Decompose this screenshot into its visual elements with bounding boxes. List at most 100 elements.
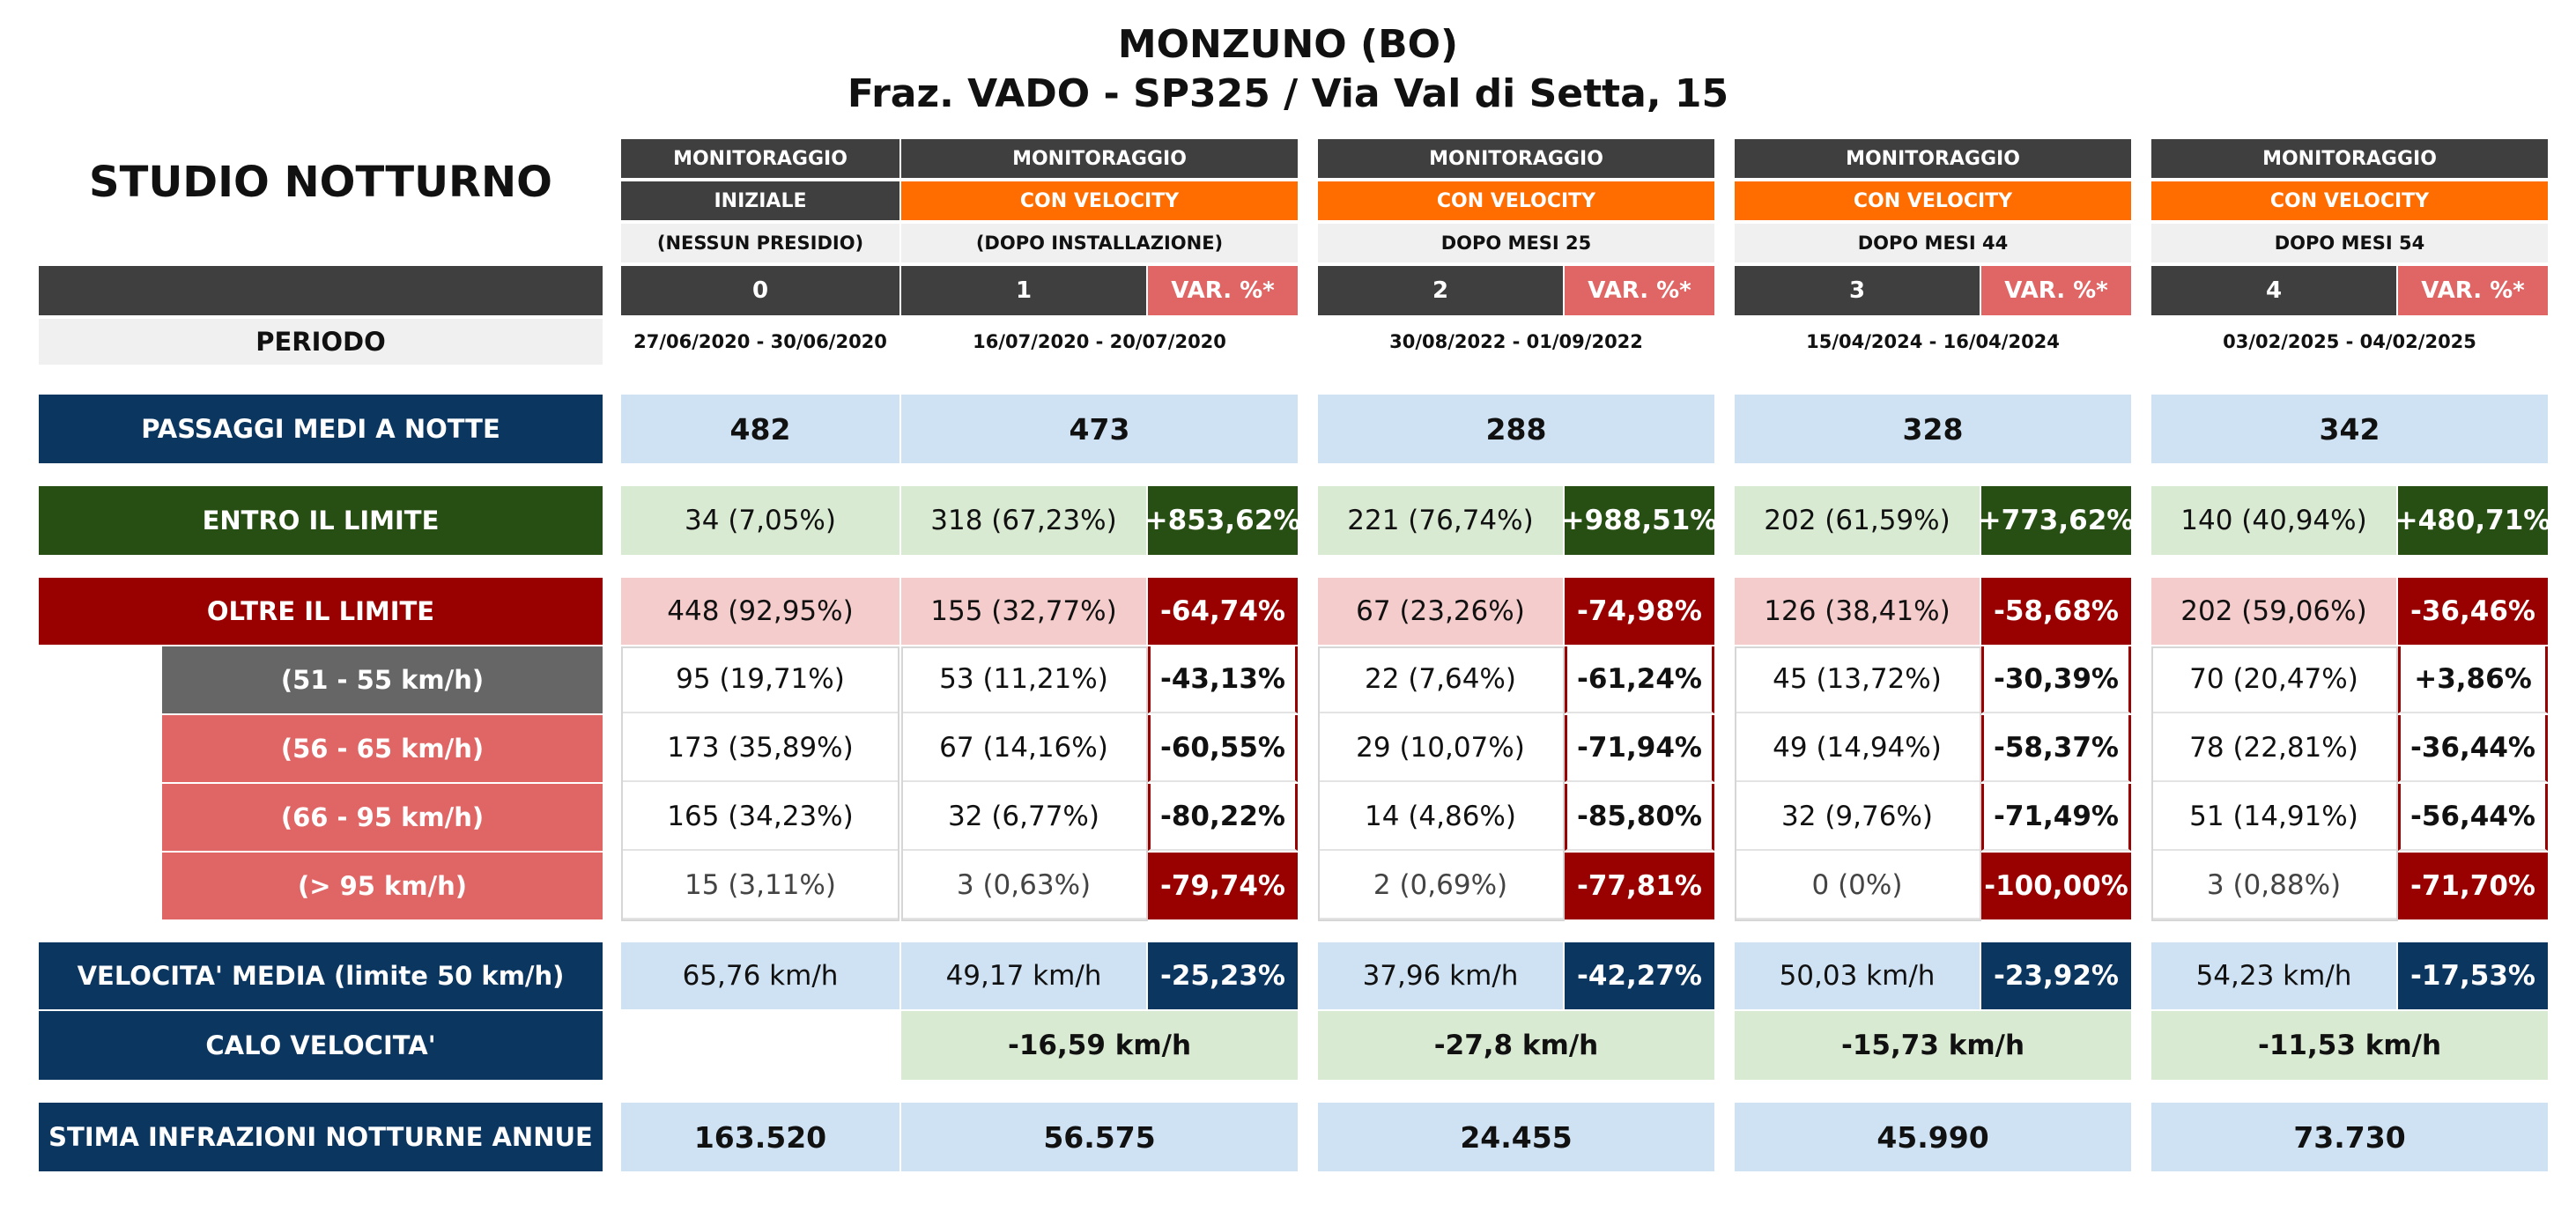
col3-periodo: 15/04/2024 - 16/04/2024: [1806, 331, 2060, 352]
col4-band3-var: -56,44%: [2398, 784, 2548, 851]
col4-band4: 3 (0,88%): [2151, 853, 2396, 919]
col0-entro: 34 (7,05%): [621, 486, 899, 555]
page-title: MONZUNO (BO): [1117, 21, 1459, 67]
col4-velocita: 54,23 km/h: [2151, 942, 2396, 1009]
col1-band3-var: -80,22%: [1148, 784, 1298, 851]
col4-monitoraggio: MONITORAGGIO: [2151, 139, 2548, 178]
col2-velocita: 37,96 km/h: [1318, 942, 1563, 1009]
col3-nota: DOPO MESI 44: [1735, 224, 2131, 262]
col1-oltre: 155 (32,77%): [901, 578, 1146, 645]
label-band-51-55: (51 - 55 km/h): [162, 646, 603, 713]
col2-entro-var: +988,51%: [1562, 486, 1717, 555]
col3-passaggi: 328: [1735, 395, 2131, 463]
col0-stima: 163.520: [621, 1103, 899, 1171]
col3-band3: 32 (9,76%): [1735, 784, 1980, 851]
col4-oltre-var: -36,46%: [2398, 578, 2548, 645]
col2-band1: 22 (7,64%): [1318, 646, 1563, 713]
col0-velocita: 65,76 km/h: [621, 942, 899, 1009]
col1-entro-var: +853,62%: [1145, 486, 1300, 555]
col3-numero: 3: [1735, 266, 1980, 315]
col4-numero: 4: [2151, 266, 2396, 315]
col2-oltre-var: -74,98%: [1565, 578, 1714, 645]
col2-nota: DOPO MESI 25: [1318, 224, 1714, 262]
col1-band1-var: -43,13%: [1148, 646, 1298, 713]
col0-oltre: 448 (92,95%): [621, 578, 899, 645]
col3-band1: 45 (13,72%): [1735, 646, 1980, 713]
col0-periodo: 27/06/2020 - 30/06/2020: [633, 331, 887, 352]
col2-stima: 24.455: [1318, 1103, 1714, 1171]
col1-entro: 318 (67,23%): [901, 486, 1146, 555]
col4-stima: 73.730: [2151, 1103, 2548, 1171]
col1-band2: 67 (14,16%): [901, 715, 1146, 782]
col4-entro-var: +480,71%: [2395, 486, 2550, 555]
col4-nota: DOPO MESI 54: [2151, 224, 2548, 262]
col2-band3: 14 (4,86%): [1318, 784, 1563, 851]
col2-monitoraggio: MONITORAGGIO: [1318, 139, 1714, 178]
col3-tipo: CON VELOCITY: [1735, 181, 2131, 220]
label-velocita-media: VELOCITA' MEDIA (limite 50 km/h): [39, 942, 603, 1009]
col3-monitoraggio: MONITORAGGIO: [1735, 139, 2131, 178]
col3-velocita-var: -23,92%: [1981, 942, 2131, 1009]
col1-periodo: 16/07/2020 - 20/07/2020: [973, 331, 1226, 352]
label-band-56-65: (56 - 65 km/h): [162, 715, 603, 782]
col3-band4-var: -100,00%: [1981, 853, 2131, 919]
col3-calo: -15,73 km/h: [1735, 1011, 2131, 1080]
col2-band2-var: -71,94%: [1565, 715, 1714, 782]
col0-monitoraggio: MONITORAGGIO: [621, 139, 899, 178]
col1-band3: 32 (6,77%): [901, 784, 1146, 851]
col1-calo: -16,59 km/h: [901, 1011, 1298, 1080]
col3-oltre: 126 (38,41%): [1735, 578, 1980, 645]
col1-passaggi: 473: [901, 395, 1298, 463]
col2-band4: 2 (0,69%): [1318, 853, 1563, 919]
label-oltre-limite: OLTRE IL LIMITE: [39, 578, 603, 645]
col0-band1: 95 (19,71%): [621, 646, 899, 713]
col3-stima: 45.990: [1735, 1103, 2131, 1171]
col3-band2: 49 (14,94%): [1735, 715, 1980, 782]
col1-monitoraggio: MONITORAGGIO: [901, 139, 1298, 178]
col0-band3: 165 (34,23%): [621, 784, 899, 851]
col2-band3-var: -85,80%: [1565, 784, 1714, 851]
col2-band1-var: -61,24%: [1565, 646, 1714, 713]
col4-passaggi: 342: [2151, 395, 2548, 463]
col0-tipo: INIZIALE: [621, 181, 899, 220]
col4-band1-var: +3,86%: [2398, 646, 2548, 713]
col1-band4: 3 (0,63%): [901, 853, 1146, 919]
col4-periodo: 03/02/2025 - 04/02/2025: [2223, 331, 2476, 352]
col3-band2-var: -58,37%: [1981, 715, 2131, 782]
col1-numero: 1: [901, 266, 1146, 315]
col0-nota: (NESSUN PRESIDIO): [621, 224, 899, 262]
col4-band2: 78 (22,81%): [2151, 715, 2396, 782]
col4-band4-var: -71,70%: [2398, 853, 2548, 919]
col1-band4-var: -79,74%: [1148, 853, 1298, 919]
col3-band1-var: -30,39%: [1981, 646, 2131, 713]
label-entro-limite: ENTRO IL LIMITE: [39, 486, 603, 555]
col2-periodo: 30/08/2022 - 01/09/2022: [1389, 331, 1643, 352]
col3-entro: 202 (61,59%): [1735, 486, 1980, 555]
col4-band1: 70 (20,47%): [2151, 646, 2396, 713]
col2-calo: -27,8 km/h: [1318, 1011, 1714, 1080]
col4-velocita-var: -17,53%: [2398, 942, 2548, 1009]
col4-entro: 140 (40,94%): [2151, 486, 2396, 555]
col0-band2: 173 (35,89%): [621, 715, 899, 782]
col0-band4: 15 (3,11%): [621, 853, 899, 919]
col1-nota: (DOPO INSTALLAZIONE): [901, 224, 1298, 262]
col2-passaggi: 288: [1318, 395, 1714, 463]
col2-tipo: CON VELOCITY: [1318, 181, 1714, 220]
col3-oltre-var: -58,68%: [1981, 578, 2131, 645]
page-subtitle: Fraz. VADO - SP325 / Via Val di Setta, 1…: [847, 70, 1729, 116]
col4-var-header: VAR. %*: [2398, 266, 2548, 315]
col2-band4-var: -77,81%: [1565, 853, 1714, 919]
col1-var-header: VAR. %*: [1148, 266, 1298, 315]
label-periodo: PERIODO: [39, 319, 603, 365]
col2-band2: 29 (10,07%): [1318, 715, 1563, 782]
col4-oltre: 202 (59,06%): [2151, 578, 2396, 645]
col3-band4: 0 (0%): [1735, 853, 1980, 919]
col1-velocita: 49,17 km/h: [901, 942, 1146, 1009]
col1-stima: 56.575: [901, 1103, 1298, 1171]
col2-velocita-var: -42,27%: [1565, 942, 1714, 1009]
label-passaggi: PASSAGGI MEDI A NOTTE: [39, 395, 603, 463]
col0-passaggi: 482: [621, 395, 899, 463]
col4-band3: 51 (14,91%): [2151, 784, 2396, 851]
col1-band2-var: -60,55%: [1148, 715, 1298, 782]
label-band-66-95: (66 - 95 km/h): [162, 784, 603, 851]
